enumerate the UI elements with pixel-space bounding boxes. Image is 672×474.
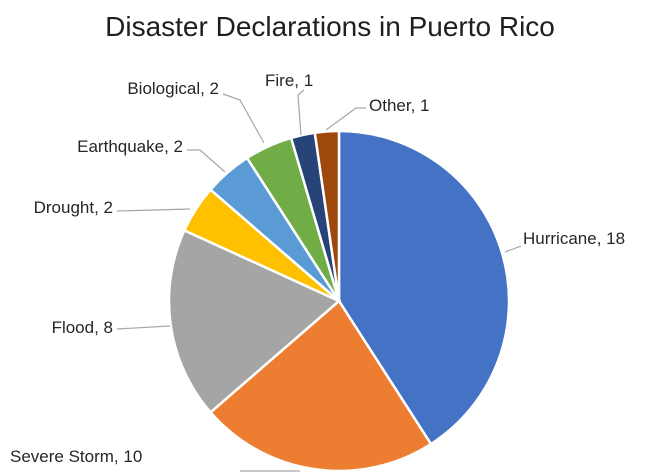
leader-line (504, 245, 522, 253)
chart-title: Disaster Declarations in Puerto Rico (105, 11, 555, 42)
data-label-hurricane: Hurricane, 18 (523, 229, 625, 248)
data-label-flood: Flood, 8 (52, 318, 113, 337)
pie-slice-flood (167, 228, 342, 415)
pie-slice-other (313, 129, 341, 302)
leader-line (325, 107, 366, 131)
data-label-earthquake: Earthquake, 2 (77, 137, 183, 156)
pie-slices (167, 129, 511, 473)
data-label-biological: Biological, 2 (127, 79, 219, 98)
leader-line (116, 325, 171, 330)
data-label-drought: Drought, 2 (34, 198, 113, 217)
leader-lines (116, 89, 522, 472)
pie-slice-severe-storm (208, 299, 433, 473)
leader-line (187, 149, 226, 173)
data-label-severe-storm: Severe Storm, 10 (10, 447, 142, 466)
leader-line (297, 89, 305, 136)
data-labels: Hurricane, 18 Severe Storm, 10 Flood, 8 Dro… (10, 71, 625, 466)
data-label-fire: Fire, 1 (265, 71, 313, 90)
data-label-other: Other, 1 (369, 96, 429, 115)
leader-line (116, 208, 191, 212)
leader-line (222, 93, 265, 144)
